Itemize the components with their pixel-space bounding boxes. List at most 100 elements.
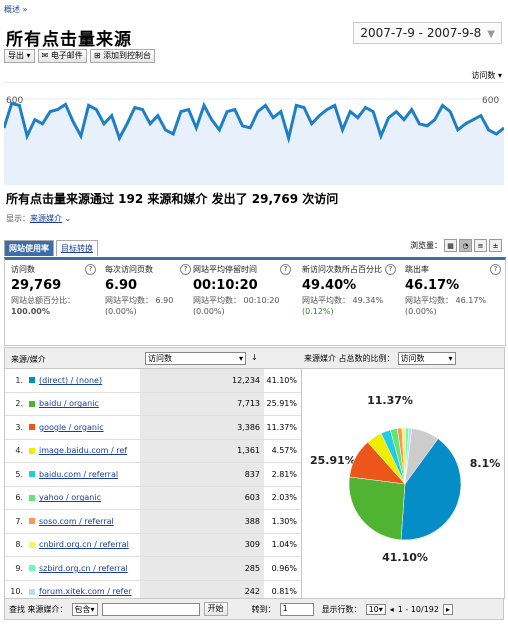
row-color-swatch — [29, 541, 35, 548]
row-percent: 4.57% — [271, 446, 297, 456]
row-number: 7. — [15, 516, 23, 526]
filter-input[interactable] — [101, 602, 200, 616]
email-button[interactable]: ✉ 电子邮件 — [37, 49, 87, 63]
source-link[interactable]: google / organic — [39, 422, 104, 432]
row-visits: 388 — [140, 510, 264, 533]
source-link[interactable]: yahoo / organic — [39, 493, 101, 503]
row-visits: 12,234 — [140, 369, 264, 392]
bar-view-icon[interactable]: ≡ — [474, 239, 487, 252]
pie-metric-select[interactable]: 访问数 ▾ — [397, 351, 456, 365]
row-visits: 309 — [140, 533, 264, 556]
row-percent: 1.04% — [271, 540, 297, 550]
row-color-swatch — [29, 424, 35, 431]
toolbar: 导出 ▾ ✉ 电子邮件 ⊞ 添加到控制台 — [4, 49, 156, 63]
tab-goal-conversion[interactable]: 目标转换 — [56, 240, 98, 256]
row-color-swatch — [29, 518, 35, 525]
graph-metric-select[interactable]: 访问数 ▾ — [471, 71, 502, 80]
metric-pages-per-visit: 每次访问页数 6.90 网站平均数： 6.90 (0.00%) — [105, 265, 174, 316]
row-percent: 0.96% — [271, 563, 297, 573]
row-color-swatch — [29, 494, 35, 501]
prev-page-icon[interactable]: ◂ — [389, 604, 394, 614]
next-page-icon[interactable]: ▸ — [443, 603, 454, 615]
table-row: 5. baidu.com / referral 837 2.81% — [5, 463, 301, 487]
source-link[interactable]: forum.xitek.com / refer — [39, 587, 132, 597]
metric-bounce-rate: 跳出率 46.17% 网站平均数： 46.17% (0.00%) — [405, 265, 487, 316]
table-view-icon[interactable]: ▦ — [444, 239, 457, 252]
compare-view-icon[interactable]: ± — [489, 239, 502, 252]
source-link[interactable]: image.baidu.com / ref — [39, 446, 128, 456]
table-row: 7. soso.com / referral 388 1.30% — [5, 510, 301, 534]
y-tick-label-right-600: 600 — [482, 96, 499, 106]
metrics-summary: 访问数 29,769 网站总额百分比： 100.00% ? 每次访问页数 6.90… — [4, 257, 506, 346]
help-icon[interactable]: ? — [85, 264, 96, 275]
row-color-swatch — [29, 565, 35, 572]
source-link[interactable]: soso.com / referral — [39, 516, 114, 526]
goto-input[interactable]: 1 — [279, 602, 314, 616]
pie-slice-label: 41.10% — [382, 551, 428, 564]
row-color-swatch — [29, 377, 35, 384]
row-percent: 41.10% — [266, 375, 297, 385]
pie-view-icon[interactable]: ◔ — [459, 239, 472, 252]
row-percent: 11.37% — [266, 422, 297, 432]
source-link[interactable]: baidu.com / referral — [39, 469, 119, 479]
row-percent: 2.03% — [271, 493, 297, 503]
metric-avg-time: 网站平均停留时间 00:10:20 网站平均数： 00:10:20 (0.00%) — [193, 265, 280, 316]
date-range-picker[interactable]: 2007-7-9 - 2007-9-8 ▼ — [353, 22, 502, 44]
go-button[interactable]: 开始 — [203, 602, 228, 616]
goto-label: 转到： — [251, 604, 276, 614]
row-visits: 242 — [140, 580, 264, 603]
metric-select[interactable]: 访问数 ▾ — [145, 352, 246, 365]
tab-bar: 网站使用率 目标转换 — [4, 240, 98, 256]
row-percent: 1.30% — [271, 516, 297, 526]
row-number: 9. — [15, 563, 23, 573]
source-link[interactable]: baidu / organic — [39, 399, 99, 409]
find-label: 查找 来源媒介： — [9, 604, 68, 614]
pie-slice — [348, 476, 406, 541]
table-header: 来源/媒介 访问数 ▾ ↓ — [5, 348, 301, 369]
row-number: 4. — [15, 446, 23, 456]
row-visits: 285 — [140, 557, 264, 580]
dimension-link[interactable]: 来源媒介 — [30, 214, 62, 223]
tab-site-usage[interactable]: 网站使用率 — [4, 240, 54, 256]
help-icon[interactable]: ? — [180, 264, 191, 275]
row-visits: 1,361 — [140, 439, 264, 462]
row-visits: 7,713 — [140, 392, 264, 415]
sort-desc-icon[interactable]: ↓ — [251, 353, 258, 362]
view-label: 浏览量： — [410, 241, 442, 250]
export-button[interactable]: 导出 ▾ — [4, 49, 35, 63]
rows-select[interactable]: 10 ▾ — [365, 603, 386, 615]
visits-area — [4, 103, 504, 185]
source-link[interactable]: szbird.org.cn / referral — [39, 563, 128, 573]
date-range-text: 2007-7-9 - 2007-9-8 — [360, 26, 482, 40]
visits-line-chart: 600 300 600 300 — [4, 82, 504, 185]
pie-slice — [400, 438, 462, 541]
row-color-swatch — [29, 471, 35, 478]
visits-series-line — [4, 101, 504, 144]
sources-table: 来源/媒介 访问数 ▾ ↓ 1. (direct) / (none) 12,234 41… — [4, 347, 302, 605]
table-row: 9. szbird.org.cn / referral 285 0.96% — [5, 557, 301, 581]
pie-chart-panel: 来源媒介 占总数的比例： 访问数 ▾ 41.10% 25.91% 11.37% 8.1% — [300, 347, 505, 599]
breadcrumb[interactable]: 概述 » — [4, 5, 28, 14]
add-to-dashboard-button[interactable]: ⊞ 添加到控制台 — [89, 49, 156, 63]
source-link[interactable]: (direct) / (none) — [39, 375, 103, 385]
pie-slice-label: 25.91% — [310, 454, 356, 467]
table-row: 2. baidu / organic 7,713 25.91% — [5, 392, 301, 416]
source-link[interactable]: cnbird.org.cn / referral — [39, 540, 129, 550]
row-color-swatch — [29, 588, 35, 595]
pie-slice — [404, 428, 439, 485]
row-number: 10. — [10, 587, 23, 597]
filter-op-select[interactable]: 包含 ▾ — [71, 602, 98, 616]
source-pie-chart: 41.10% 25.91% 11.37% 8.1% — [310, 394, 501, 564]
help-icon[interactable]: ? — [385, 264, 396, 275]
row-percent: 2.81% — [271, 469, 297, 479]
help-icon[interactable]: ? — [280, 264, 291, 275]
column-header-source[interactable]: 来源/媒介 — [11, 355, 46, 364]
pie-slice-label: 11.37% — [367, 394, 413, 407]
pie-slice-label: 8.1% — [470, 457, 501, 470]
chevron-down-icon[interactable]: ⌄ — [64, 214, 72, 223]
help-icon[interactable]: ? — [490, 264, 501, 275]
show-selector: 显示：来源媒介 ⌄ — [6, 214, 72, 223]
y-tick-label-left-600: 600 — [6, 96, 23, 106]
row-color-swatch — [29, 447, 35, 454]
pie-header: 来源媒介 占总数的比例： 访问数 ▾ — [300, 348, 504, 369]
